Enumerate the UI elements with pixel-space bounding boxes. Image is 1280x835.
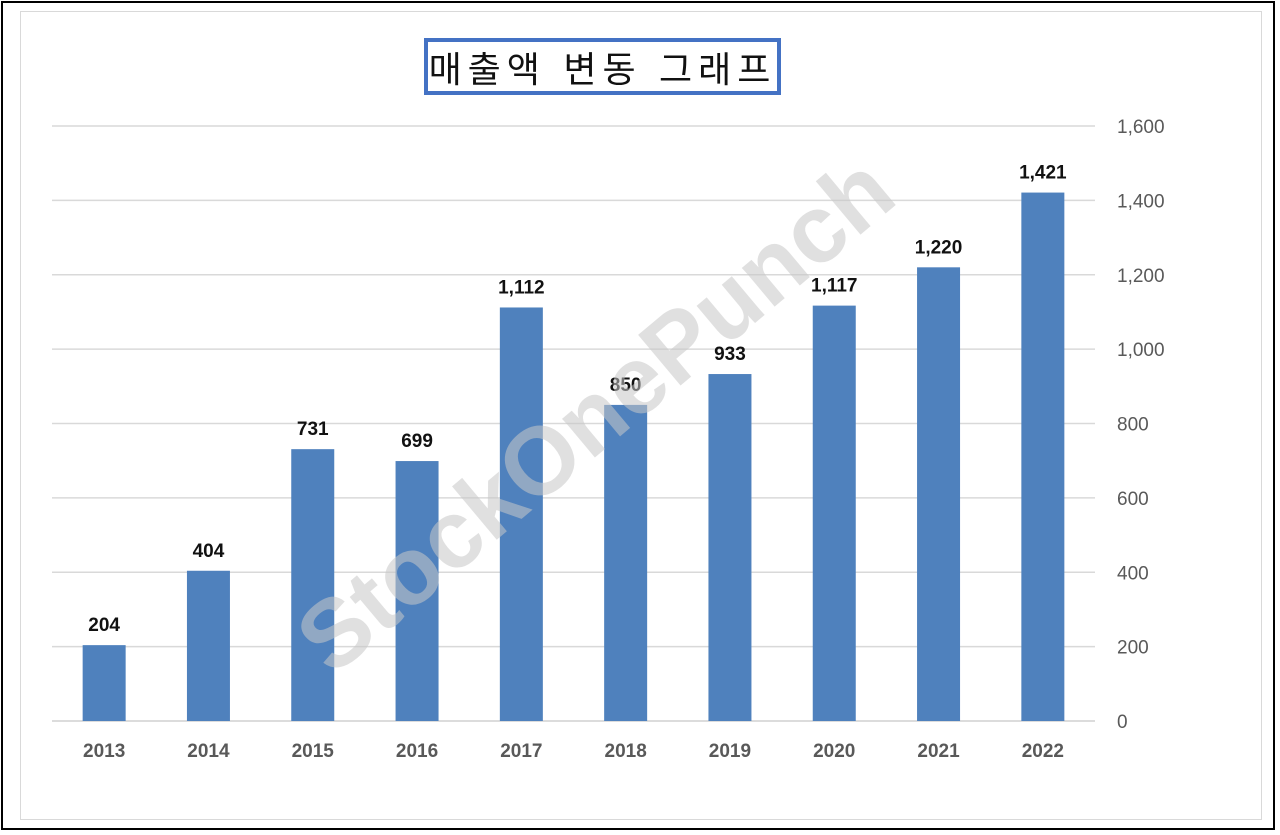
bars [82,192,1065,722]
chart-title: 매출액 변동 그래프 [428,49,777,91]
y-tick-label: 1,200 [1117,266,1165,287]
data-label: 731 [297,419,329,440]
data-label: 1,117 [811,276,858,297]
bar [499,307,543,721]
x-tick-label: 2022 [1022,741,1064,762]
x-tick-label: 2013 [83,741,125,762]
x-tick-label: 2017 [500,741,542,762]
y-tick-label: 1,400 [1117,191,1165,212]
bar [917,267,961,721]
y-axis-ticks: 0 200 400 600 800 1,000 1,200 1,400 1,600 [1117,117,1165,733]
y-tick-label: 0 [1117,712,1128,733]
data-label: 404 [193,541,225,562]
x-tick-label: 2021 [917,741,960,762]
bar [395,461,439,721]
bar [604,404,648,721]
bar [812,305,856,721]
x-tick-label: 2018 [605,741,647,762]
data-label: 1,112 [498,277,545,298]
bar [708,374,752,721]
y-tick-label: 800 [1117,415,1149,436]
x-axis-ticks: 2013 2014 2015 2016 2017 2018 2019 2020 2021 2022 [83,741,1064,762]
y-tick-label: 600 [1117,489,1149,510]
data-label: 204 [88,615,120,636]
chart-area [20,11,1262,820]
x-tick-label: 2014 [187,741,230,762]
y-tick-label: 1,000 [1117,340,1165,361]
data-labels: 204 404 731 699 1,112 850 933 1,117 1,220 1,421 [88,163,1067,637]
x-tick-label: 2016 [396,741,438,762]
y-tick-label: 1,600 [1117,117,1165,138]
x-tick-label: 2019 [709,741,751,762]
chart-title-box: 매출액 변동 그래프 [424,38,781,95]
bar [1021,192,1065,722]
y-tick-label: 200 [1117,638,1149,659]
bar [186,570,230,721]
bar [82,645,126,721]
data-label: 933 [714,344,746,365]
data-label: 1,220 [915,237,963,258]
data-label: 850 [610,375,642,396]
y-tick-label: 400 [1117,563,1149,584]
bar [291,449,335,721]
data-label: 1,421 [1019,163,1067,184]
x-tick-label: 2015 [292,741,335,762]
data-label: 699 [401,431,433,452]
x-tick-label: 2020 [813,741,855,762]
